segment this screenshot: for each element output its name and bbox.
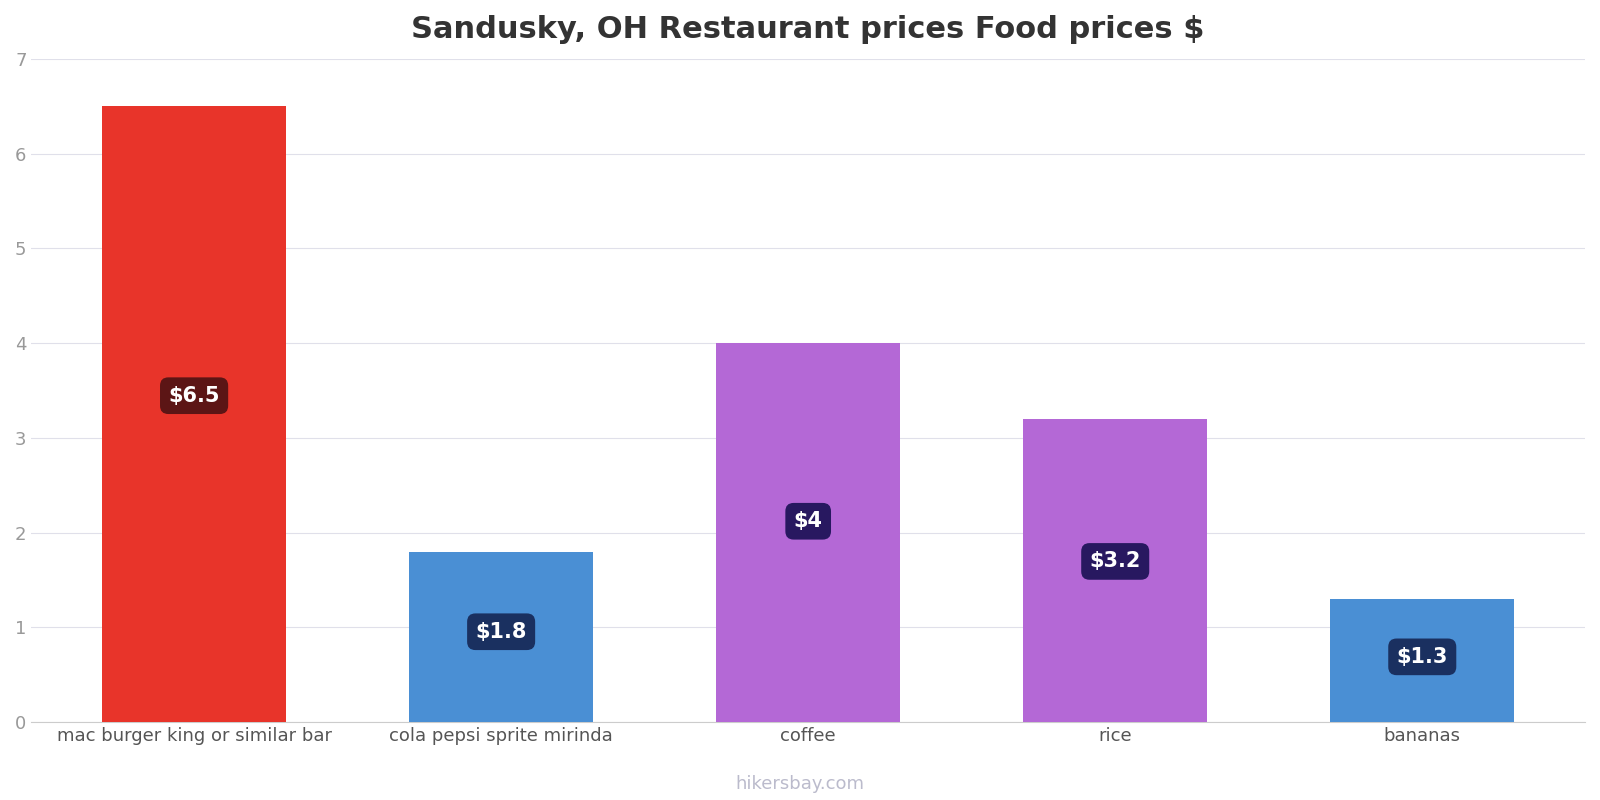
Bar <box>1022 419 1208 722</box>
Text: $1.8: $1.8 <box>475 622 526 642</box>
Text: $6.5: $6.5 <box>168 386 219 406</box>
Text: $4: $4 <box>794 511 822 531</box>
Text: hikersbay.com: hikersbay.com <box>736 775 864 793</box>
Text: $3.2: $3.2 <box>1090 551 1141 571</box>
Bar <box>1330 599 1514 722</box>
Text: $1.3: $1.3 <box>1397 647 1448 667</box>
Title: Sandusky, OH Restaurant prices Food prices $: Sandusky, OH Restaurant prices Food pric… <box>411 15 1205 44</box>
Bar <box>717 343 901 722</box>
Bar <box>410 551 594 722</box>
Bar <box>102 106 286 722</box>
